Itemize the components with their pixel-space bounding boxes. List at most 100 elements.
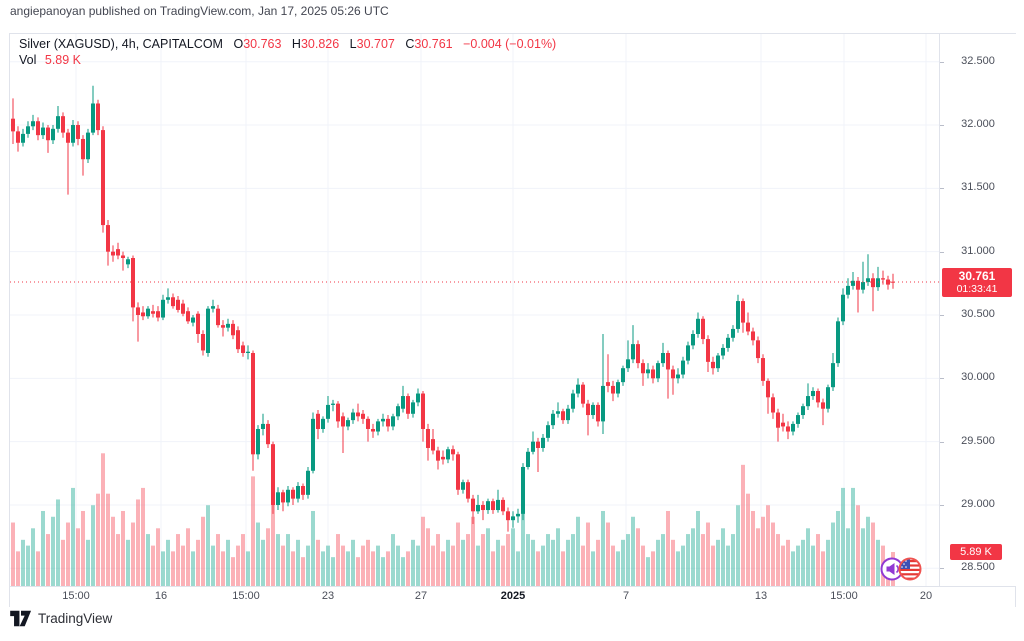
volume-bar: [156, 528, 160, 586]
volume-bar: [31, 528, 35, 586]
candle-body: [556, 411, 560, 414]
us-flag-icon[interactable]: [898, 557, 922, 581]
volume-bar: [376, 545, 380, 586]
volume-bar: [826, 539, 830, 586]
legend-open: O30.763: [233, 37, 282, 51]
price-axis-label: 31.500: [961, 181, 995, 194]
volume-bar: [796, 545, 800, 586]
candle-body: [461, 482, 465, 490]
footer-brand[interactable]: TradingView: [10, 610, 112, 627]
candle-body: [506, 511, 510, 521]
volume-bar: [646, 557, 650, 586]
volume-bar: [456, 522, 460, 586]
volume-bar: [216, 534, 220, 586]
candle-body: [766, 380, 770, 398]
candle-body: [796, 415, 800, 424]
candle-body: [151, 311, 155, 314]
candle-body: [841, 294, 845, 322]
time-axis[interactable]: 15:00 16 15:00 23 27 2025 7 13 15:00 20: [10, 586, 1015, 607]
candle-body: [341, 416, 345, 427]
volume-bar: [411, 539, 415, 586]
volume-bar: [86, 539, 90, 586]
volume-bar: [446, 539, 450, 586]
candle-body: [396, 406, 400, 417]
candle-body: [141, 312, 145, 317]
volume-bar: [696, 510, 700, 586]
candle-body: [256, 428, 260, 455]
volume-bar: [201, 516, 205, 586]
candle-body: [566, 408, 570, 421]
candle-body: [116, 249, 120, 256]
candle-body: [706, 339, 710, 362]
volume-bar: [221, 551, 225, 586]
candle-body: [121, 255, 125, 259]
volume-bar: [471, 516, 475, 586]
price-axis-tick: [940, 188, 944, 190]
volume-bar: [56, 499, 60, 586]
event-markers[interactable]: [878, 552, 928, 591]
candle-body: [546, 425, 550, 438]
candle-body: [31, 121, 35, 127]
volume-bar: [591, 551, 595, 586]
candlestick-chart[interactable]: [10, 34, 939, 586]
candle-body: [531, 441, 535, 452]
time-axis-label: 16: [154, 590, 168, 602]
volume-bar: [466, 534, 470, 586]
legend-high: H30.826: [291, 37, 340, 51]
volume-bar: [551, 539, 555, 586]
candle-body: [756, 340, 760, 359]
candle-body: [211, 306, 215, 309]
current-price-value: 30.761: [958, 268, 996, 283]
volume-bar: [521, 487, 525, 586]
volume-bar: [291, 551, 295, 586]
volume-bar: [226, 539, 230, 586]
candle-body: [571, 393, 575, 409]
volume-bar: [71, 487, 75, 586]
price-axis[interactable]: 30.761 01:33:41 5.89 K 32.500 32.000 31.50…: [939, 34, 1016, 586]
volume-value: 5.89 K: [44, 53, 82, 67]
candle-body: [511, 516, 515, 521]
time-axis-label: 13: [754, 590, 768, 602]
volume-bar: [121, 510, 125, 586]
candle-body: [156, 311, 160, 318]
candle-body: [236, 330, 240, 350]
volume-bar: [406, 551, 410, 586]
volume-bar: [601, 510, 605, 586]
volume-bar: [656, 539, 660, 586]
symbol-title[interactable]: Silver (XAGUSD), 4h, CAPITALCOM: [19, 37, 223, 51]
candle-body: [101, 130, 105, 226]
volume-label: Vol: [19, 53, 37, 67]
price-axis-label: 31.000: [961, 244, 995, 257]
volume-bar: [261, 539, 265, 586]
candle-body: [351, 412, 355, 421]
volume-bar: [311, 510, 315, 586]
candle-body: [146, 308, 150, 317]
volume-bar: [171, 551, 175, 586]
candle-body: [306, 470, 310, 495]
volume-bar: [41, 510, 45, 586]
candle-body: [241, 345, 245, 353]
volume-bar: [816, 534, 820, 586]
volume-bar: [321, 551, 325, 586]
volume-bar: [26, 545, 30, 586]
legend-volume-row: Vol 5.89 K: [19, 52, 556, 68]
volume-bar: [496, 539, 500, 586]
candle-body: [166, 297, 170, 300]
candle-body: [791, 423, 795, 432]
candle-body: [836, 321, 840, 364]
candle-body: [406, 396, 410, 414]
candle-body: [701, 318, 705, 340]
volume-bar: [731, 534, 735, 586]
volume-bar: [16, 551, 20, 586]
candle-body: [191, 317, 195, 323]
candle-body: [471, 498, 475, 512]
candle-body: [331, 403, 335, 405]
volume-bar: [631, 516, 635, 586]
candle-body: [11, 118, 15, 132]
volume-bar: [791, 551, 795, 586]
candle-body: [746, 322, 750, 332]
candle-body: [71, 125, 75, 143]
candle-body: [181, 303, 185, 314]
price-pane[interactable]: [10, 34, 939, 586]
